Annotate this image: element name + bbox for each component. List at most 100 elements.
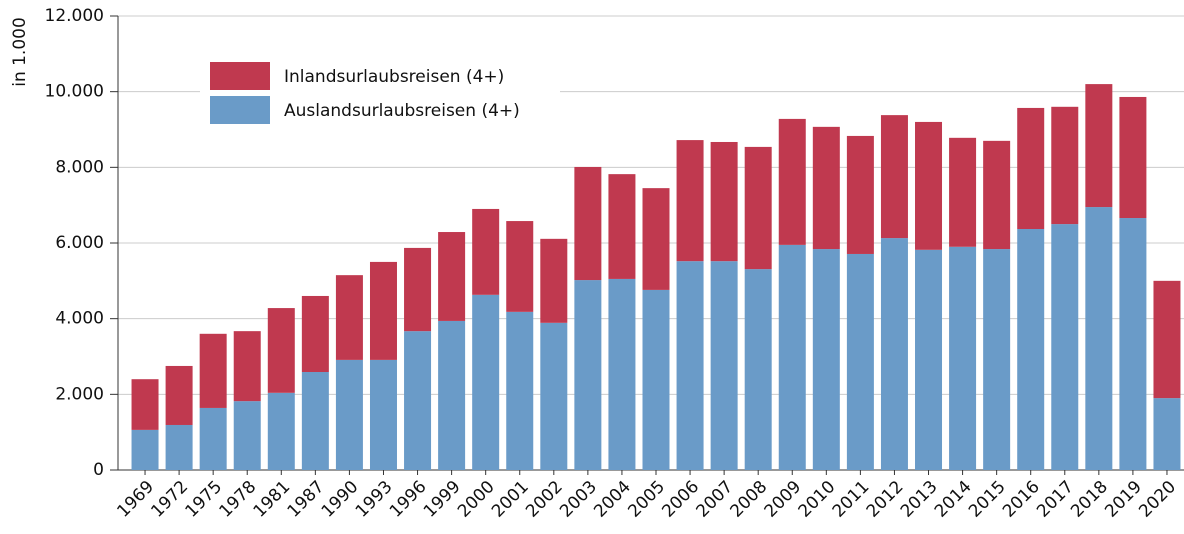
x-tick-label: 1987 <box>284 477 329 522</box>
y-tick-label: 2.000 <box>55 384 104 404</box>
x-tick-label: 2009 <box>761 477 806 522</box>
y-tick-label: 8.000 <box>55 157 104 177</box>
bar-segment <box>846 253 874 470</box>
bar-segment <box>472 294 500 470</box>
bar-segment <box>335 275 363 360</box>
bar-segment <box>438 320 466 470</box>
x-tick-label: 1978 <box>216 477 261 522</box>
bar-segment <box>199 333 227 408</box>
bar-segment <box>915 249 943 470</box>
bar-segment <box>642 289 670 470</box>
x-tick-label: 2000 <box>454 477 499 522</box>
x-tick-label: 1981 <box>250 477 295 522</box>
bar-segment <box>165 424 193 470</box>
x-tick-label: 2020 <box>1135 477 1180 522</box>
bar-segment <box>335 359 363 470</box>
x-tick-label: 2005 <box>624 477 669 522</box>
bar-segment <box>1119 218 1147 470</box>
x-tick-label: 2016 <box>999 477 1044 522</box>
bar-segment <box>1153 280 1181 399</box>
bar-segment <box>1051 224 1079 470</box>
x-tick-label: 2004 <box>590 477 635 522</box>
bar-segment <box>642 188 670 290</box>
bar-segment <box>540 322 568 470</box>
x-tick-label: 2008 <box>727 477 772 522</box>
x-tick-label: 2006 <box>658 477 703 522</box>
bar-segment <box>267 392 295 470</box>
bar-segment <box>1085 84 1113 208</box>
legend-label: Inlandsurlaubsreisen (4+) <box>284 67 504 87</box>
bar-segment <box>608 174 636 279</box>
bar-segment <box>131 379 159 430</box>
bar-segment <box>676 140 704 262</box>
x-tick-label: 2014 <box>931 477 976 522</box>
bar-segment <box>880 238 908 470</box>
bar-segment <box>233 331 261 402</box>
x-tick-label: 1969 <box>113 477 158 522</box>
bar-segment <box>1051 106 1079 225</box>
bar-segment <box>710 141 738 262</box>
bar-segment <box>574 166 602 281</box>
x-tick-label: 1990 <box>318 477 363 522</box>
bar-segment <box>165 365 193 425</box>
x-tick-label: 2017 <box>1033 477 1078 522</box>
bar-segment <box>438 232 466 321</box>
bar-segment <box>608 278 636 470</box>
bar-segment <box>540 238 568 323</box>
bar-segment <box>744 146 772 270</box>
bar-segment <box>506 311 534 470</box>
bar-segment <box>778 244 806 470</box>
legend-swatch <box>210 96 270 124</box>
x-tick-label: 1975 <box>181 477 226 522</box>
x-tick-label: 2007 <box>692 477 737 522</box>
bar-segment <box>1017 229 1045 470</box>
bar-segment <box>301 372 329 470</box>
bar-segment <box>1153 398 1181 470</box>
bar-segment <box>915 121 943 250</box>
bar-segment <box>949 246 977 470</box>
x-tick-label: 2012 <box>863 477 908 522</box>
x-tick-label: 1993 <box>352 477 397 522</box>
bar-segment <box>574 280 602 470</box>
x-tick-label: 2015 <box>965 477 1010 522</box>
x-tick-label: 2018 <box>1067 477 1112 522</box>
y-axis-label: in 1.000 <box>10 17 30 87</box>
y-tick-label: 4.000 <box>55 309 104 329</box>
bar-segment <box>812 126 840 250</box>
legend-swatch <box>210 62 270 90</box>
bar-segment <box>778 118 806 245</box>
bar-segment <box>506 221 534 312</box>
bar-segment <box>131 429 159 470</box>
bar-segment <box>949 137 977 247</box>
legend-label: Auslandsurlaubsreisen (4+) <box>284 101 520 121</box>
bar-segment <box>369 359 397 470</box>
bar-segment <box>301 295 329 373</box>
bar-segment <box>1119 96 1147 219</box>
x-tick-label: 2019 <box>1101 477 1146 522</box>
bar-segment <box>676 261 704 470</box>
y-tick-label: 12.000 <box>45 6 104 26</box>
bar-segment <box>472 208 500 295</box>
bar-segment <box>710 261 738 470</box>
bar-segment <box>983 140 1011 250</box>
bar-segment <box>233 401 261 470</box>
x-tick-label: 2011 <box>829 477 874 522</box>
bar-segment <box>404 247 432 332</box>
bar-segment <box>846 135 874 254</box>
bar-segment <box>369 261 397 360</box>
y-tick-label: 0 <box>93 460 104 480</box>
y-tick-label: 6.000 <box>55 233 104 253</box>
bar-segment <box>199 407 227 470</box>
x-tick-label: 2013 <box>897 477 942 522</box>
bar-segment <box>1085 207 1113 470</box>
bar-segment <box>1017 107 1045 230</box>
x-tick-label: 1996 <box>386 477 431 522</box>
x-tick-label: 1972 <box>147 477 192 522</box>
x-tick-label: 2001 <box>488 477 533 522</box>
x-tick-label: 2003 <box>556 477 601 522</box>
x-tick-label: 1999 <box>420 477 465 522</box>
x-tick-label: 2010 <box>795 477 840 522</box>
bar-segment <box>812 249 840 470</box>
bar-segment <box>983 249 1011 470</box>
